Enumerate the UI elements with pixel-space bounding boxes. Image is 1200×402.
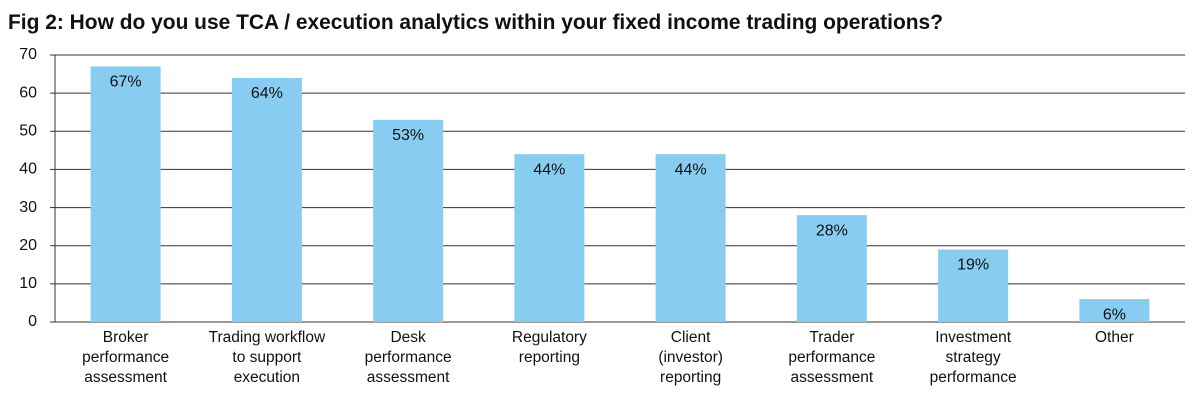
x-tick-label: Other [1095,329,1134,346]
bar [514,154,585,322]
y-tick-label: 10 [19,275,37,292]
x-tick-label: strategy [946,349,1001,366]
bar [373,119,444,322]
x-tick-label: execution [234,369,300,386]
x-tick-label: Desk [390,329,426,346]
x-tick-label: Trader [809,329,854,346]
value-label: 64% [251,85,283,102]
y-tick-label: 20 [19,237,37,254]
value-label: 28% [816,222,848,239]
x-tick-label: Trading workflow [209,329,326,346]
x-tick-label: Investment [935,329,1012,346]
bar [796,215,867,322]
value-label: 6% [1103,306,1126,323]
y-tick-label: 30 [19,199,37,216]
x-tick-label: Broker [103,329,149,346]
x-tick-label: reporting [519,349,580,366]
y-tick-label: 70 [19,46,37,63]
x-tick-label: to support [232,349,302,366]
x-tick-label: assessment [367,369,450,386]
bar [1079,299,1150,322]
bar [90,66,161,322]
x-tick-label: performance [82,349,169,366]
y-tick-label: 40 [19,161,37,178]
x-tick-label: performance [930,369,1017,386]
y-tick-label: 50 [19,123,37,140]
bar [231,77,302,322]
x-tick-label: performance [365,349,452,366]
bar [938,249,1009,322]
value-label: 44% [533,161,565,178]
y-tick-label: 60 [19,84,37,101]
value-label: 19% [957,257,989,274]
x-tick-label: reporting [660,369,721,386]
bar [655,154,726,322]
x-tick-label: Client [671,329,711,346]
value-label: 53% [392,127,424,144]
x-tick-label: assessment [84,369,167,386]
x-tick-label: performance [788,349,875,366]
y-tick-label: 0 [28,313,37,330]
x-tick-label: (investor) [658,349,723,366]
chart-title: Fig 2: How do you use TCA / execution an… [8,11,943,34]
value-label: 67% [110,74,142,91]
x-tick-label: Regulatory [512,329,587,346]
value-label: 44% [675,161,707,178]
x-tick-label: assessment [791,369,874,386]
